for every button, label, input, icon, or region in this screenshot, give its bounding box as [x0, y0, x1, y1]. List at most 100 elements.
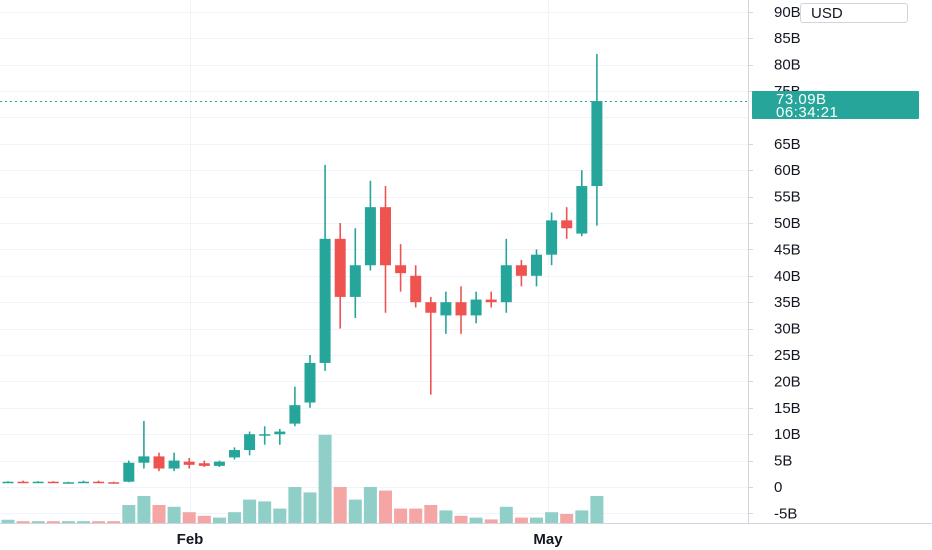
candle-body: [229, 450, 240, 458]
volume-bar: [394, 508, 408, 523]
candle-body: [531, 254, 542, 276]
volume-bar: [499, 506, 513, 523]
volume-bar: [182, 512, 196, 523]
price-axis-label: 60B: [774, 162, 801, 179]
candle-body: [93, 481, 105, 484]
candle-body: [304, 362, 316, 403]
time-axis[interactable]: Feb May: [177, 531, 564, 548]
volume-bar: [348, 499, 362, 523]
price-axis-label: -5B: [774, 505, 797, 522]
volume-bar: [318, 434, 332, 523]
price-axis-label: 65B: [774, 136, 801, 153]
candle-body: [198, 463, 210, 466]
volume-bars: [1, 434, 604, 523]
volume-bar: [454, 515, 468, 523]
volume-bar: [228, 512, 241, 523]
price-axis-label: 20B: [774, 373, 801, 390]
price-axis[interactable]: 90B85B80B75B65B60B55B50B45B40B35B30B25B2…: [748, 4, 801, 523]
candle-body: [364, 207, 376, 266]
candle-body: [32, 481, 44, 484]
candle-body: [123, 462, 135, 482]
volume-bar: [243, 499, 257, 523]
volume-bar: [212, 517, 226, 523]
candle-body: [546, 220, 558, 255]
candle-body: [17, 481, 29, 484]
volume-bar: [46, 521, 60, 523]
volume-bar: [514, 517, 528, 523]
volume-bar: [363, 487, 377, 523]
volume-bar: [197, 515, 211, 523]
candle-body: [289, 405, 301, 424]
candle-body: [485, 299, 497, 303]
candle-body: [410, 275, 422, 303]
candle-body: [2, 481, 14, 484]
candle-body: [183, 461, 195, 465]
volume-bar: [560, 514, 574, 523]
candle-body: [78, 481, 89, 484]
currency-selector[interactable]: USD: [800, 3, 908, 23]
candle-body: [395, 265, 407, 274]
candle-body: [47, 481, 59, 484]
price-axis-label: 35B: [774, 294, 801, 311]
candle-body: [274, 431, 286, 435]
candle-body: [334, 238, 346, 297]
last-price-value: 73.09B: [776, 91, 827, 108]
volume-bar: [92, 521, 106, 523]
price-axis-label: 10B: [774, 426, 801, 443]
candle-body: [561, 220, 573, 229]
volume-bar: [288, 487, 302, 523]
candle-body: [153, 456, 165, 469]
price-axis-label: 55B: [774, 189, 801, 206]
chart-grid: [0, 0, 748, 523]
candle-body: [259, 434, 271, 436]
candle-body: [440, 302, 452, 316]
candle-body: [425, 302, 437, 313]
last-price-tag: 73.09B 06:34:21: [752, 91, 919, 120]
candle-body: [244, 434, 256, 451]
volume-bar: [258, 501, 272, 523]
price-axis-label: 15B: [774, 400, 801, 417]
price-axis-label: 50B: [774, 215, 801, 232]
candle-body: [319, 238, 331, 363]
price-axis-label: 85B: [774, 30, 801, 47]
volume-bar: [379, 490, 392, 523]
volume-bar: [303, 492, 317, 523]
volume-bar: [409, 508, 423, 523]
volume-bar: [152, 505, 166, 523]
volume-bar: [530, 517, 543, 523]
candle-body: [576, 186, 588, 234]
volume-bar: [333, 487, 347, 523]
volume-bar: [545, 512, 559, 523]
volume-bar: [137, 496, 151, 523]
candle-body: [515, 265, 527, 276]
volume-bar: [167, 506, 181, 523]
volume-bar: [1, 519, 15, 523]
volume-bar: [469, 517, 483, 523]
volume-bar: [273, 508, 287, 523]
candle-body: [138, 456, 150, 463]
volume-bar: [16, 521, 30, 523]
time-axis-label: May: [533, 531, 563, 548]
volume-bar: [61, 521, 75, 523]
price-axis-label: 40B: [774, 268, 801, 285]
time-axis-label: Feb: [177, 531, 204, 548]
volume-bar: [424, 505, 438, 523]
price-axis-label: 0: [774, 479, 782, 496]
price-axis-label: 90B: [774, 4, 801, 21]
volume-bar: [107, 521, 121, 523]
candle-body: [349, 265, 361, 297]
candle-body: [213, 461, 225, 466]
candle-body: [591, 101, 603, 187]
price-axis-label: 45B: [774, 241, 801, 258]
price-axis-label: 25B: [774, 347, 801, 364]
candle-body: [500, 265, 512, 303]
volume-bar: [484, 519, 498, 523]
candle-body: [168, 460, 180, 469]
volume-bar: [77, 521, 90, 523]
candle-body: [108, 482, 120, 484]
price-axis-label: 30B: [774, 321, 801, 338]
candle-body: [380, 207, 391, 266]
price-axis-label: 80B: [774, 57, 801, 74]
candle-body: [62, 482, 74, 484]
